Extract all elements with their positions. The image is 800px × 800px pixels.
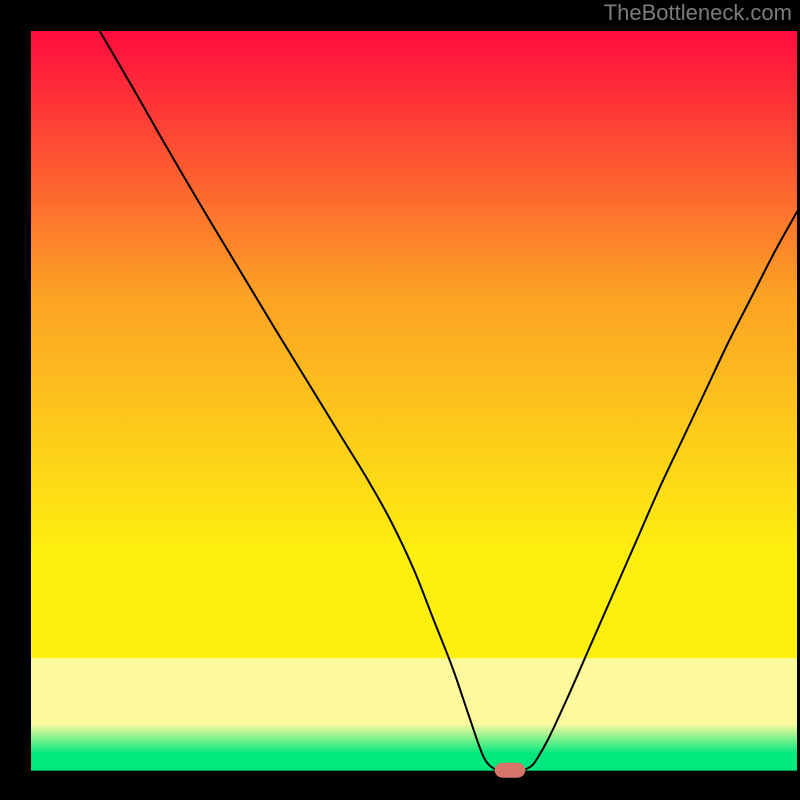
gradient-background	[30, 30, 798, 780]
plot-area	[30, 30, 798, 780]
watermark-label: TheBottleneck.com	[604, 0, 792, 26]
chart-container: TheBottleneck.com	[0, 0, 800, 800]
optimum-marker	[495, 763, 526, 778]
bottleneck-chart	[0, 0, 800, 800]
